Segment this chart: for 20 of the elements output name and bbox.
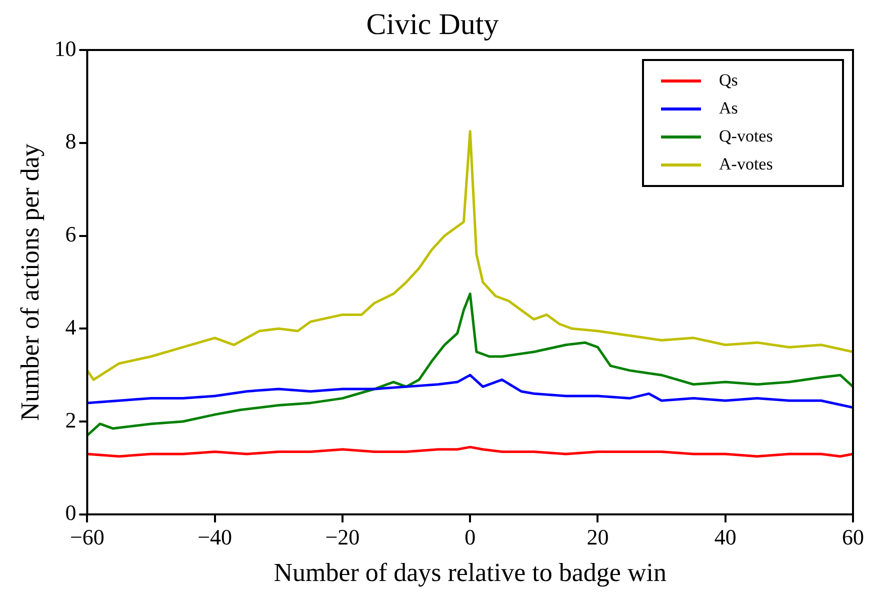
y-axis-title: Number of actions per day bbox=[15, 144, 44, 421]
x-tick-label: −40 bbox=[198, 524, 232, 550]
y-tick-label: 6 bbox=[65, 222, 76, 247]
y-tick-label: 2 bbox=[65, 407, 76, 432]
x-tick-label: −60 bbox=[70, 524, 104, 550]
x-axis-title: Number of days relative to badge win bbox=[274, 558, 666, 588]
x-tick-label: 20 bbox=[586, 524, 609, 550]
legend-label: Q-votes bbox=[719, 126, 773, 146]
legend-label: A-votes bbox=[719, 154, 773, 174]
legend-label: As bbox=[719, 98, 738, 118]
legend-label: Qs bbox=[719, 70, 738, 90]
y-tick-label: 10 bbox=[54, 36, 76, 61]
y-tick-label: 4 bbox=[65, 314, 76, 340]
x-tick-label: 0 bbox=[464, 524, 476, 550]
x-tick-label: 40 bbox=[714, 524, 736, 550]
x-tick-label: −20 bbox=[325, 524, 360, 550]
y-tick-label: 0 bbox=[65, 500, 76, 526]
chart-title: Civic Duty bbox=[366, 8, 499, 41]
y-tick-label: 8 bbox=[65, 128, 76, 154]
x-tick-label: 60 bbox=[842, 524, 864, 550]
